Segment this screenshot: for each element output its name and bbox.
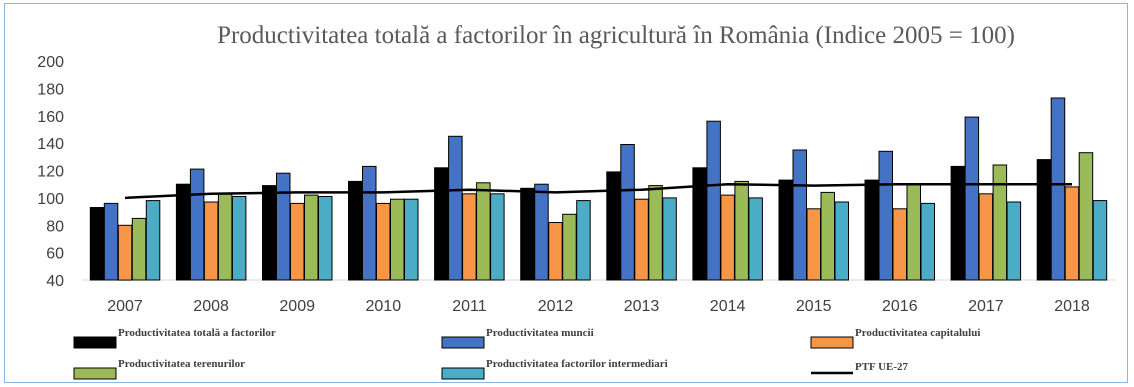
bar bbox=[606, 171, 621, 281]
x-tick-label: 2008 bbox=[193, 298, 229, 315]
bar bbox=[103, 202, 119, 281]
legend-label: Productivitatea totală a factorilor bbox=[118, 327, 276, 339]
chart-frame bbox=[4, 3, 1128, 383]
bar bbox=[390, 198, 405, 281]
x-tick-label: 2007 bbox=[107, 298, 143, 315]
bars bbox=[89, 97, 1108, 281]
legend-label: Productivitatea factorilor intermediari bbox=[486, 358, 668, 370]
bar bbox=[217, 193, 233, 281]
bar bbox=[490, 193, 505, 281]
bar bbox=[806, 208, 821, 281]
bar bbox=[318, 196, 333, 281]
bar bbox=[1064, 186, 1080, 281]
x-tick-label: 2011 bbox=[452, 298, 487, 315]
bar bbox=[404, 198, 419, 281]
bar bbox=[362, 165, 377, 281]
bar bbox=[145, 200, 161, 281]
bar bbox=[864, 179, 879, 281]
bar bbox=[706, 120, 721, 281]
bar bbox=[620, 144, 635, 281]
legend-swatch bbox=[810, 336, 854, 349]
bar bbox=[476, 182, 491, 281]
bar bbox=[648, 185, 663, 281]
legend-swatch bbox=[441, 336, 485, 349]
bar bbox=[276, 172, 291, 281]
y-tick-label: 120 bbox=[37, 164, 64, 181]
bar bbox=[878, 150, 893, 281]
bar bbox=[89, 207, 105, 281]
legend-label: PTF UE-27 bbox=[855, 361, 909, 373]
bar bbox=[203, 201, 219, 281]
y-tick-label: 60 bbox=[46, 246, 64, 263]
legend-swatch bbox=[441, 367, 485, 380]
legend-label: Productivitatea terenurilor bbox=[118, 358, 245, 370]
bar bbox=[792, 149, 807, 281]
bar bbox=[992, 164, 1008, 281]
bar bbox=[462, 193, 477, 281]
bar bbox=[748, 197, 763, 281]
x-tick-label: 2009 bbox=[279, 298, 315, 315]
bar bbox=[534, 183, 549, 281]
bar bbox=[304, 194, 319, 281]
x-tick-label: 2013 bbox=[624, 298, 660, 315]
bar bbox=[290, 202, 305, 281]
bar bbox=[1078, 152, 1094, 281]
bar bbox=[131, 217, 147, 281]
x-tick-label: 2015 bbox=[796, 298, 832, 315]
bar bbox=[1092, 200, 1108, 281]
bar bbox=[175, 183, 191, 281]
y-tick-label: 160 bbox=[37, 109, 64, 126]
y-tick-label: 140 bbox=[37, 136, 64, 153]
bar bbox=[1050, 97, 1066, 281]
x-tick-label: 2018 bbox=[1054, 298, 1090, 315]
y-tick-label: 80 bbox=[46, 218, 64, 235]
x-axis: 2007 2008 2009 2010 2011 2012 2013 2014 2015 2016… bbox=[107, 298, 1090, 315]
legend-label: Productivitatea muncii bbox=[486, 327, 594, 339]
bar bbox=[734, 180, 749, 281]
line-ptf-ue27 bbox=[124, 182, 1072, 200]
bar bbox=[1006, 201, 1022, 281]
bar bbox=[720, 194, 735, 281]
x-tick-label: 2010 bbox=[366, 298, 402, 315]
x-tick-label: 2016 bbox=[882, 298, 918, 315]
bar bbox=[892, 208, 907, 281]
chart-title: Productivitatea totală a factorilor în a… bbox=[217, 22, 1015, 49]
bar bbox=[920, 202, 935, 281]
bar bbox=[231, 196, 247, 281]
bar bbox=[348, 180, 363, 281]
bar bbox=[117, 224, 133, 281]
bar bbox=[1036, 159, 1052, 281]
legend-label: Productivitatea capitalului bbox=[855, 327, 980, 339]
bar bbox=[262, 185, 277, 281]
bar bbox=[634, 198, 649, 281]
bar bbox=[576, 200, 591, 281]
bar bbox=[448, 135, 463, 281]
legend-swatch bbox=[73, 367, 117, 380]
bar bbox=[434, 167, 449, 281]
y-tick-label: 100 bbox=[37, 191, 64, 208]
bar bbox=[662, 197, 677, 281]
x-tick-label: 2012 bbox=[538, 298, 574, 315]
x-tick-label: 2017 bbox=[968, 298, 1004, 315]
bar bbox=[778, 179, 793, 281]
y-tick-label: 180 bbox=[37, 81, 64, 98]
legend: Productivitatea totală a factorilor Produ… bbox=[73, 327, 980, 380]
line-series bbox=[124, 182, 1072, 200]
bar bbox=[906, 183, 921, 281]
bar bbox=[548, 222, 563, 281]
y-axis: 40 60 80 100 120 140 160 180 200 bbox=[37, 54, 1115, 290]
bar bbox=[964, 116, 980, 281]
x-tick-label: 2014 bbox=[710, 298, 746, 315]
bar bbox=[520, 187, 535, 281]
bar bbox=[834, 201, 849, 281]
bar bbox=[562, 213, 577, 281]
legend-swatch bbox=[73, 336, 117, 349]
bar bbox=[820, 191, 835, 281]
bar bbox=[189, 168, 205, 281]
y-tick-label: 40 bbox=[46, 273, 64, 290]
bar bbox=[376, 202, 391, 281]
y-tick-label: 200 bbox=[37, 54, 64, 71]
bar bbox=[978, 193, 994, 281]
